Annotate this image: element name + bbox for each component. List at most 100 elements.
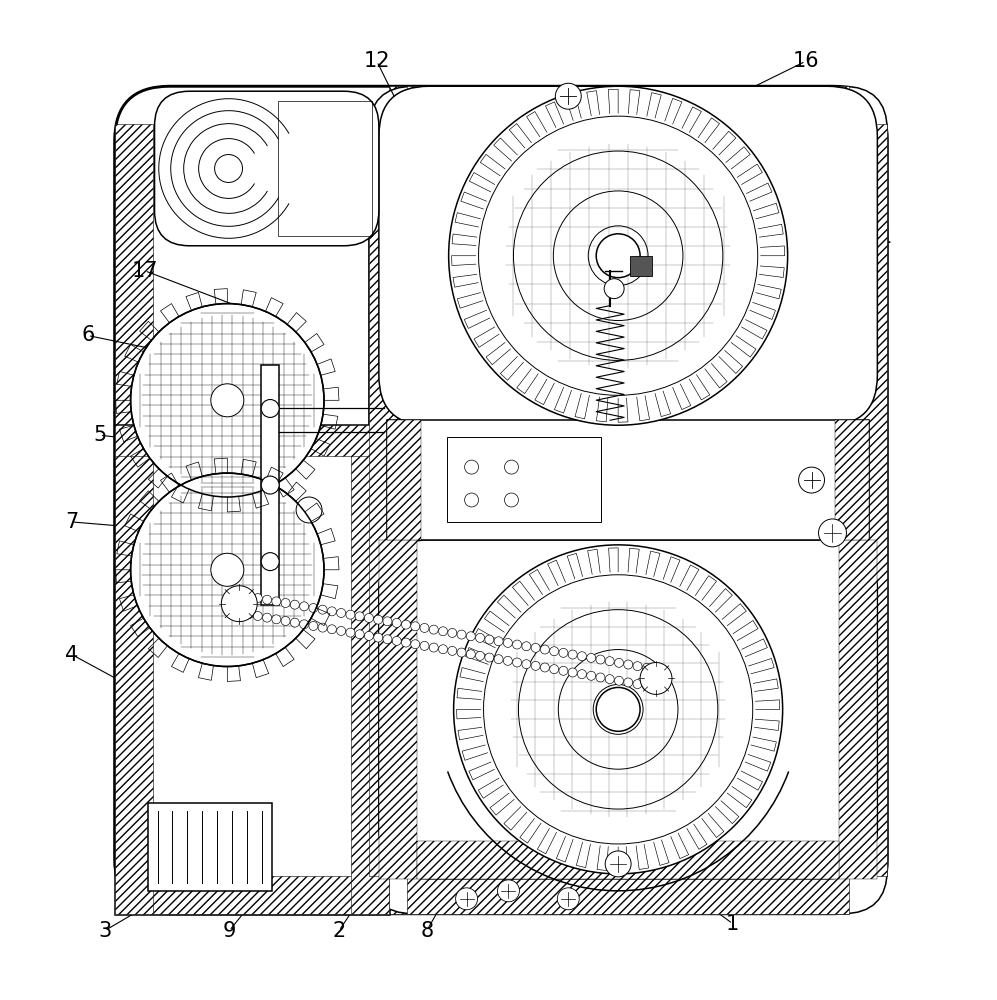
Bar xyxy=(278,101,372,236)
Circle shape xyxy=(346,610,355,619)
Circle shape xyxy=(642,681,651,690)
Circle shape xyxy=(465,493,479,507)
Text: 4: 4 xyxy=(65,645,79,665)
Circle shape xyxy=(457,630,466,639)
Circle shape xyxy=(439,645,448,654)
Circle shape xyxy=(495,637,503,646)
Circle shape xyxy=(457,648,466,657)
Circle shape xyxy=(586,653,595,662)
Text: 12: 12 xyxy=(364,51,390,71)
Circle shape xyxy=(614,658,623,667)
Circle shape xyxy=(503,638,512,647)
Circle shape xyxy=(557,888,579,910)
Circle shape xyxy=(290,600,299,609)
Circle shape xyxy=(605,675,614,684)
Text: 8: 8 xyxy=(420,921,434,941)
Circle shape xyxy=(568,650,577,659)
Circle shape xyxy=(318,623,327,632)
Circle shape xyxy=(355,630,364,639)
Circle shape xyxy=(531,661,540,670)
Circle shape xyxy=(234,590,244,599)
Circle shape xyxy=(799,467,825,493)
Circle shape xyxy=(281,599,290,608)
Bar xyxy=(115,876,389,914)
Circle shape xyxy=(374,633,383,642)
Bar xyxy=(369,124,407,876)
Circle shape xyxy=(300,620,309,629)
Circle shape xyxy=(614,676,623,685)
Circle shape xyxy=(549,665,558,674)
Text: 1: 1 xyxy=(726,914,740,934)
Bar xyxy=(447,437,601,522)
Circle shape xyxy=(383,617,392,626)
Circle shape xyxy=(624,678,633,687)
Circle shape xyxy=(504,493,518,507)
Circle shape xyxy=(272,597,281,606)
Text: 13: 13 xyxy=(859,602,885,622)
Circle shape xyxy=(402,638,411,647)
Text: 17: 17 xyxy=(132,261,158,281)
FancyBboxPatch shape xyxy=(115,86,887,914)
Circle shape xyxy=(512,640,521,649)
Bar xyxy=(417,841,839,879)
Circle shape xyxy=(633,662,642,671)
Text: 3: 3 xyxy=(98,921,112,941)
Circle shape xyxy=(559,648,568,657)
Circle shape xyxy=(448,628,457,637)
Bar xyxy=(115,425,153,914)
Circle shape xyxy=(411,640,420,649)
Circle shape xyxy=(454,545,783,874)
Circle shape xyxy=(337,626,346,635)
Circle shape xyxy=(521,642,530,651)
Circle shape xyxy=(430,643,439,652)
Circle shape xyxy=(411,622,420,631)
Circle shape xyxy=(568,668,577,677)
Text: 5: 5 xyxy=(93,425,107,445)
Bar xyxy=(849,124,887,876)
Circle shape xyxy=(296,497,322,523)
Circle shape xyxy=(456,888,478,910)
Circle shape xyxy=(210,553,244,586)
Circle shape xyxy=(300,602,309,611)
Circle shape xyxy=(327,625,336,634)
FancyBboxPatch shape xyxy=(379,86,877,425)
Circle shape xyxy=(253,594,262,603)
Circle shape xyxy=(355,612,364,621)
Bar xyxy=(407,876,849,914)
Bar xyxy=(115,124,153,876)
Circle shape xyxy=(261,476,279,494)
Text: 9: 9 xyxy=(222,921,236,941)
Circle shape xyxy=(392,618,401,627)
Circle shape xyxy=(485,635,494,644)
Bar xyxy=(379,540,417,879)
Circle shape xyxy=(512,658,521,667)
Circle shape xyxy=(244,592,253,601)
Circle shape xyxy=(642,663,651,672)
Circle shape xyxy=(596,673,605,682)
Circle shape xyxy=(214,155,242,182)
Circle shape xyxy=(210,384,244,417)
Circle shape xyxy=(131,473,324,666)
Bar xyxy=(148,803,272,891)
Circle shape xyxy=(559,666,568,675)
Circle shape xyxy=(449,86,788,425)
Circle shape xyxy=(420,641,429,650)
Circle shape xyxy=(485,653,494,662)
Text: 11: 11 xyxy=(859,512,885,532)
Circle shape xyxy=(596,655,605,664)
Circle shape xyxy=(318,605,327,614)
Circle shape xyxy=(281,616,290,625)
Circle shape xyxy=(605,657,614,666)
Circle shape xyxy=(640,663,672,694)
Circle shape xyxy=(244,610,253,619)
Circle shape xyxy=(476,633,485,642)
Circle shape xyxy=(540,663,549,672)
Text: 7: 7 xyxy=(65,512,79,532)
Bar xyxy=(407,86,849,124)
Circle shape xyxy=(365,613,374,622)
Bar xyxy=(835,420,869,540)
Circle shape xyxy=(448,646,457,655)
Bar xyxy=(387,420,869,540)
Circle shape xyxy=(221,586,257,622)
Circle shape xyxy=(309,604,318,612)
